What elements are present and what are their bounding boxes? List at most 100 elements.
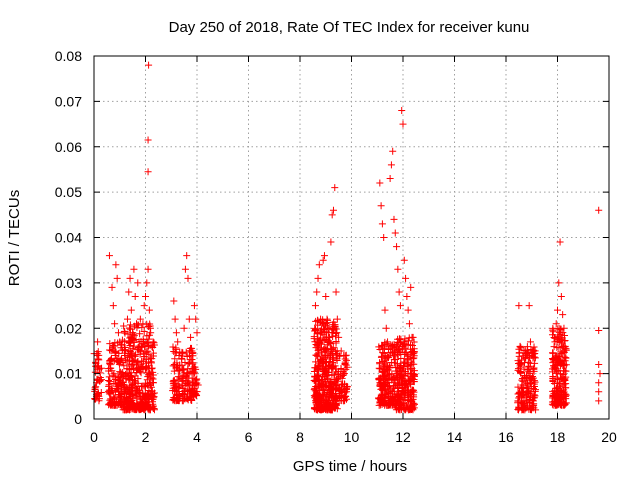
data-point <box>116 338 124 346</box>
data-point <box>169 343 177 351</box>
data-point <box>562 367 570 375</box>
data-point <box>120 362 128 370</box>
data-point <box>395 288 403 296</box>
x-tick-label: 4 <box>193 429 201 445</box>
data-point <box>142 292 149 300</box>
data-point <box>319 378 327 386</box>
data-point <box>375 374 383 382</box>
grid-layer <box>94 56 609 419</box>
data-point <box>376 179 384 187</box>
data-point <box>337 347 345 355</box>
x-tick-label: 10 <box>344 429 360 445</box>
chart-title: Day 250 of 2018, Rate Of TEC Index for r… <box>169 19 530 36</box>
data-point <box>145 369 153 377</box>
data-point <box>187 396 195 404</box>
data-point <box>136 330 144 338</box>
x-tick-label: 6 <box>245 429 253 445</box>
data-point <box>322 352 330 360</box>
data-point <box>149 375 157 383</box>
data-point <box>120 322 128 330</box>
data-point <box>379 349 387 357</box>
data-point <box>142 347 150 355</box>
data-point <box>377 378 385 386</box>
data-point <box>556 380 564 388</box>
data-point <box>125 406 133 414</box>
data-point <box>110 370 118 378</box>
data-point <box>131 405 139 413</box>
data-point <box>172 329 180 337</box>
data-point <box>322 292 330 300</box>
data-point <box>395 398 403 406</box>
data-point <box>404 337 412 345</box>
data-point <box>397 364 405 372</box>
data-point <box>116 393 124 401</box>
data-point <box>106 390 114 398</box>
data-point <box>127 402 135 410</box>
data-point <box>331 321 339 329</box>
data-point <box>397 355 405 363</box>
data-point <box>326 390 334 398</box>
data-point <box>140 327 148 335</box>
y-tick-label: 0 <box>74 411 82 427</box>
data-point <box>185 386 193 394</box>
data-point <box>378 395 386 403</box>
data-point <box>145 379 153 387</box>
data-point <box>315 261 323 269</box>
data-point <box>329 206 337 214</box>
data-point <box>170 297 178 305</box>
data-point <box>312 351 320 359</box>
data-point <box>393 243 401 251</box>
data-point <box>132 320 140 328</box>
data-point <box>378 367 386 375</box>
data-point <box>106 396 114 404</box>
data-point <box>555 336 563 344</box>
data-point <box>525 390 533 398</box>
data-point <box>314 406 322 414</box>
data-point <box>171 384 179 392</box>
data-point <box>145 371 153 379</box>
data-point <box>91 384 99 392</box>
data-point <box>384 354 392 362</box>
data-point <box>557 292 565 300</box>
data-point <box>329 325 337 333</box>
data-point <box>109 343 117 351</box>
data-point <box>400 405 408 413</box>
data-point <box>313 288 321 296</box>
data-point <box>123 315 131 323</box>
data-point <box>171 395 179 403</box>
x-axis-label: GPS time / hours <box>293 458 407 475</box>
ticks-layer <box>93 55 610 420</box>
data-point <box>324 374 332 382</box>
data-point <box>169 380 177 388</box>
data-point <box>145 306 153 314</box>
data-point <box>406 379 414 387</box>
data-point <box>174 373 182 381</box>
x-tick-label: 2 <box>142 429 150 445</box>
data-point <box>525 302 533 310</box>
data-point <box>134 279 142 287</box>
data-point <box>407 341 415 349</box>
data-point <box>124 405 132 413</box>
data-point <box>385 400 393 408</box>
data-point <box>557 394 565 402</box>
data-point <box>169 396 177 404</box>
data-point <box>149 352 157 360</box>
data-point <box>548 365 556 373</box>
y-axis-label: ROTI / TECUs <box>6 190 23 286</box>
data-point <box>105 365 113 373</box>
data-point <box>404 306 412 314</box>
data-point <box>125 353 133 361</box>
data-point <box>552 361 560 369</box>
data-point <box>387 161 395 169</box>
data-point <box>380 372 388 380</box>
data-point <box>114 385 122 393</box>
data-point <box>531 354 539 362</box>
data-point <box>396 365 404 373</box>
y-tick-label: 0.02 <box>55 320 82 336</box>
data-point <box>408 397 416 405</box>
data-point <box>553 366 561 374</box>
data-point <box>324 329 332 337</box>
data-point <box>378 352 386 360</box>
data-point <box>187 333 195 341</box>
data-point <box>190 379 198 387</box>
